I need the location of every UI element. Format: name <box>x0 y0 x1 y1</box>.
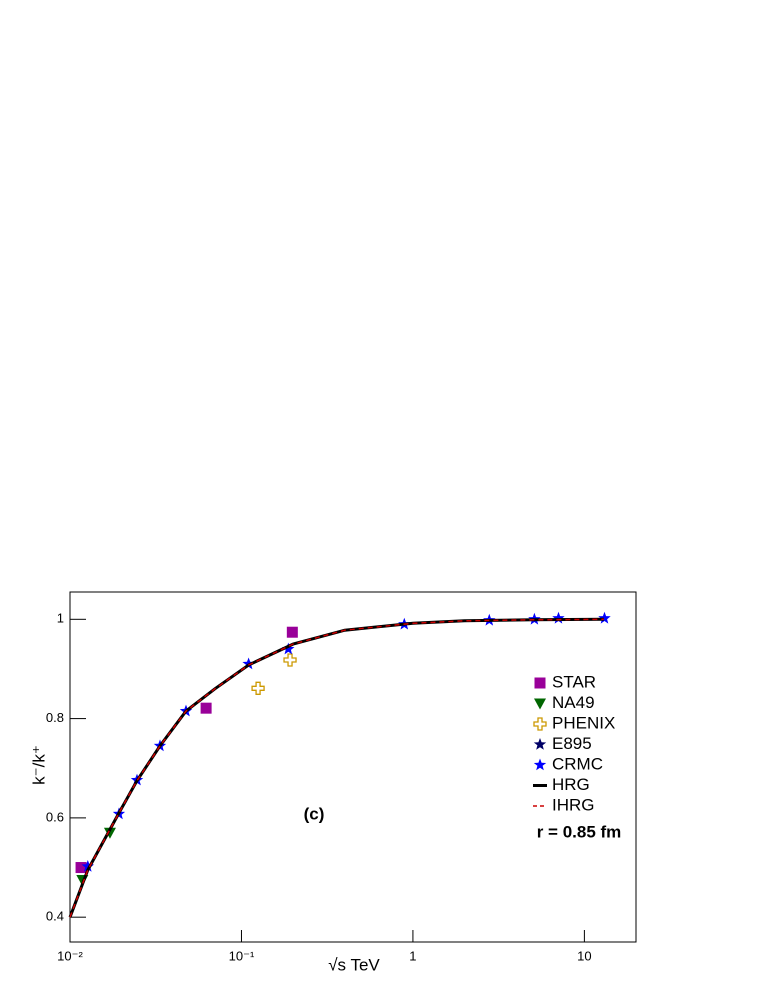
data-point <box>286 626 298 638</box>
legend-label: PHENIX <box>552 713 615 732</box>
x-axis-label: √s TeV <box>328 955 380 974</box>
radius-annotation: r = 0.85 fm <box>537 822 622 841</box>
x-tick-label: 10⁻¹ <box>229 948 255 963</box>
y-tick-label: 0.6 <box>46 809 64 824</box>
x-tick-label: 1 <box>409 948 416 963</box>
legend-label: E895 <box>552 734 592 753</box>
legend-symbol <box>533 758 547 771</box>
y-axis-label: k⁻/k⁺ <box>29 745 48 785</box>
legend-label: NA49 <box>552 693 595 712</box>
plot-frame <box>69 591 637 943</box>
data-point <box>103 827 116 839</box>
y-tick-label: 0.8 <box>46 710 64 725</box>
legend-symbol <box>534 698 546 710</box>
legend-symbol <box>534 677 546 689</box>
data-point <box>75 862 87 874</box>
curve <box>68 617 604 918</box>
data-point <box>283 653 297 667</box>
data-point <box>282 642 295 655</box>
legend-label: HRG <box>552 775 590 794</box>
legend-label: STAR <box>552 672 596 691</box>
data-point <box>242 657 255 670</box>
legend-symbol <box>533 738 547 750</box>
legend-label: CRMC <box>552 754 603 773</box>
y-tick-label: 0.4 <box>46 909 64 924</box>
data-point <box>81 860 94 872</box>
panel-label: (c) <box>304 804 325 823</box>
data-point <box>200 702 212 714</box>
x-tick-label: 10⁻² <box>57 948 83 963</box>
data-point <box>251 681 265 695</box>
data-point <box>598 611 611 624</box>
data-point <box>552 611 565 624</box>
legend-symbol <box>533 717 547 731</box>
curve <box>69 618 604 918</box>
legend-label: IHRG <box>552 795 595 814</box>
x-tick-label: 10 <box>577 948 591 963</box>
y-tick-label: 1 <box>57 611 64 626</box>
